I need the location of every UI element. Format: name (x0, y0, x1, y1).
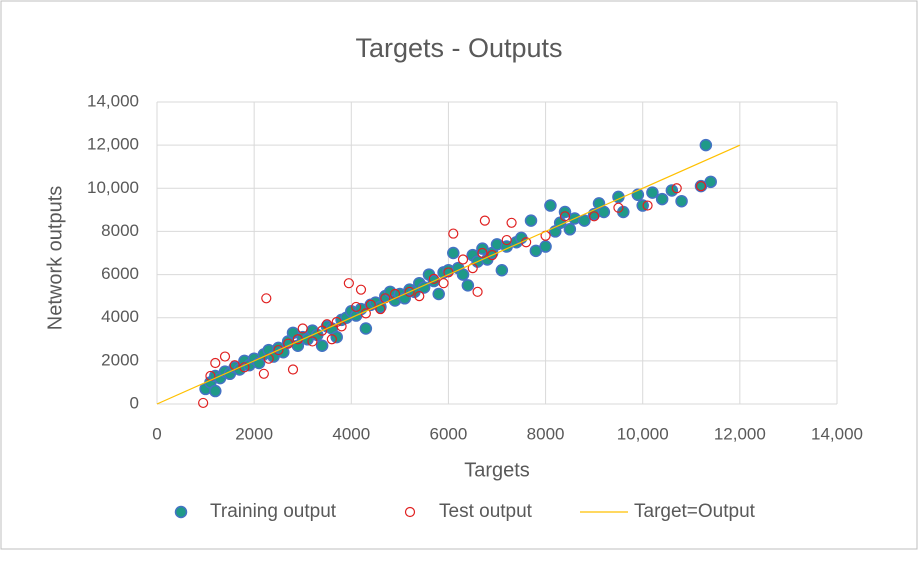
test-point (506, 217, 517, 228)
training-point (544, 199, 557, 212)
test-point (613, 202, 624, 213)
test-point (671, 183, 682, 194)
training-point (563, 223, 577, 236)
training-point (495, 264, 509, 277)
test-point (695, 181, 707, 192)
y-tick-label: 2000 (101, 350, 139, 369)
test-point (457, 254, 469, 265)
test-point (258, 368, 269, 379)
training-point (432, 287, 445, 301)
training-point (539, 240, 552, 253)
legend-label: Test output (439, 501, 533, 522)
training-point (675, 194, 688, 208)
training-point (665, 184, 679, 197)
test-point (210, 357, 221, 369)
x-tick-label: 12,000 (714, 424, 766, 443)
legend-label: Training output (210, 501, 337, 522)
x-tick-label: 4000 (332, 424, 370, 443)
y-tick-label: 4000 (101, 307, 139, 326)
training-point (359, 322, 373, 335)
x-tick-label: 8000 (527, 424, 565, 443)
test-point (326, 334, 337, 345)
x-tick-label: 2000 (235, 424, 273, 443)
test-point (261, 293, 272, 304)
training-point (578, 214, 591, 227)
test-point (438, 278, 449, 289)
y-tick-label: 12,000 (87, 135, 139, 154)
chart-title: Targets - Outputs (355, 33, 562, 63)
x-tick-label: 14,000 (811, 424, 863, 443)
y-axis-label: Network outputs (44, 186, 66, 331)
y-tick-label: 6000 (101, 264, 139, 283)
test-point (487, 250, 498, 261)
test-point (477, 247, 488, 259)
identity-line (156, 144, 741, 405)
test-point (448, 228, 459, 239)
test-point (219, 351, 231, 362)
test-point (198, 397, 209, 409)
y-tick-label: 10,000 (87, 178, 139, 197)
test-point (297, 323, 308, 334)
test-point (273, 344, 284, 356)
legend-swatch (174, 505, 188, 519)
test-point (287, 364, 299, 375)
test-point (559, 211, 571, 222)
test-point (642, 200, 653, 211)
test-point (343, 278, 354, 289)
training-point (597, 205, 611, 219)
test-point (317, 325, 328, 336)
y-tick-label: 8000 (101, 221, 139, 240)
test-point (479, 215, 490, 226)
y-tick-label: 14,000 (87, 91, 139, 110)
training-point (330, 330, 343, 344)
test-point (307, 336, 318, 347)
training-point (209, 384, 222, 398)
test-point (589, 211, 600, 222)
training-point (646, 186, 659, 199)
training-point (456, 268, 470, 281)
legend-label: Target=Output (634, 501, 756, 522)
training-point (699, 138, 713, 152)
test-point (472, 286, 483, 297)
test-point (414, 291, 425, 302)
x-tick-label: 6000 (430, 424, 468, 443)
test-point (355, 284, 367, 295)
test-point (351, 301, 362, 313)
x-axis-label: Targets (464, 459, 530, 481)
test-point (501, 234, 512, 246)
x-tick-label: 10,000 (617, 424, 669, 443)
x-tick-label: 0 (152, 424, 161, 443)
training-point (655, 192, 669, 206)
training-point (524, 214, 538, 227)
training-point (461, 279, 475, 292)
legend-swatch (404, 506, 416, 518)
test-point (404, 286, 415, 297)
y-tick-label: 0 (130, 393, 139, 412)
training-point (315, 339, 329, 353)
training-point (704, 175, 717, 189)
training-point (447, 246, 460, 260)
